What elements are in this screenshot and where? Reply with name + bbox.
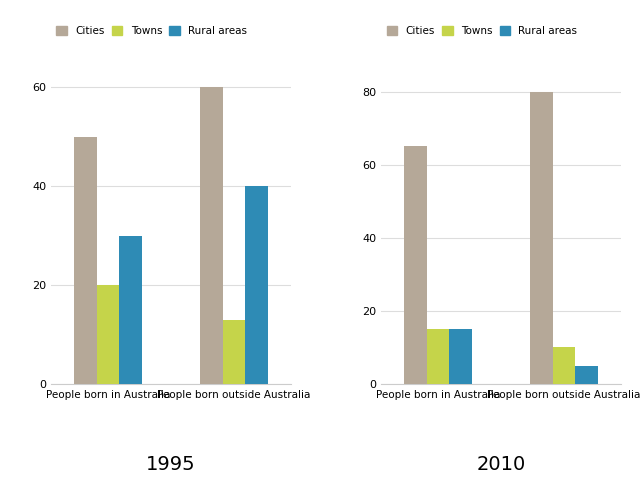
Bar: [200, 87, 223, 384]
Bar: [119, 236, 142, 384]
Bar: [427, 329, 449, 384]
Bar: [245, 186, 268, 384]
Bar: [74, 137, 97, 384]
Bar: [223, 320, 245, 384]
Bar: [553, 348, 575, 384]
Text: 1995: 1995: [146, 455, 196, 474]
Bar: [97, 285, 119, 384]
Bar: [449, 329, 472, 384]
Bar: [404, 146, 427, 384]
Bar: [575, 366, 598, 384]
Bar: [530, 92, 553, 384]
Legend: Cities, Towns, Rural areas: Cities, Towns, Rural areas: [387, 26, 577, 36]
Legend: Cities, Towns, Rural areas: Cities, Towns, Rural areas: [56, 26, 247, 36]
Text: 2010: 2010: [477, 455, 526, 474]
